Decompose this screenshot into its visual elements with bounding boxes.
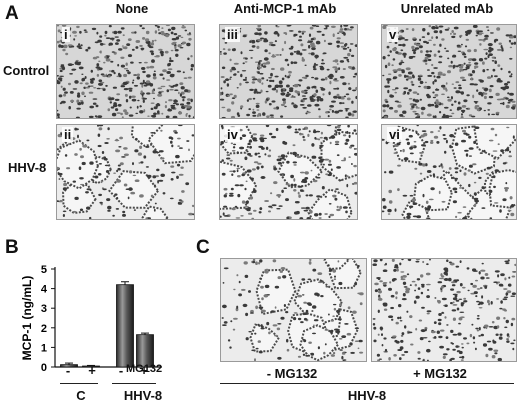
panel-c-letter: C [196,237,210,258]
panel-a-letter: A [5,3,19,24]
y-tick-label: 1 [41,342,47,354]
sign-c-plus: + [88,363,96,378]
sign-hhv8-plus: + [140,363,148,378]
group-underline-control [60,383,98,384]
subpanel-label-iv: iv [225,127,240,142]
treatment-label: MG132 [126,363,163,375]
column-header-anti-mcp1: Anti-MCP-1 mAb [233,1,337,16]
bar [116,284,134,368]
label-plus-mg132: + MG132 [413,366,467,381]
micrograph-v: v [381,24,517,119]
y-tick-label: 4 [41,284,48,296]
micrograph-iv: iv [219,124,358,220]
group-underline-hhv8 [112,383,156,384]
micrograph-vi: vi [381,124,517,220]
subpanel-label-ii: ii [62,127,74,142]
micrograph-iii: iii [219,24,358,119]
group-underline-panel-c [220,383,514,384]
y-tick-label: 0 [41,362,47,374]
row-header-hhv8: HHV-8 [8,160,47,175]
panel-b-letter: B [5,237,19,258]
micrograph-i: i [56,24,195,119]
column-header-unrelated: Unrelated mAb [400,1,494,16]
subpanel-label-iii: iii [225,27,240,42]
y-tick-label: 5 [41,264,47,276]
y-tick-label: 2 [41,323,47,335]
sign-c-minus: - [65,363,71,378]
sign-hhv8-minus: - [118,363,124,378]
mcp1-bar-chart: 0 1 2 3 4 5 MCP-1 (ng/mL) [20,264,162,374]
subpanel-label-vi: vi [387,127,402,142]
micrograph-minus-mg132 [220,258,367,362]
bar [60,364,78,368]
group-label-panel-c: HHV-8 [347,388,387,403]
y-tick-label: 3 [41,303,47,315]
group-label-hhv8: HHV-8 [123,388,163,403]
column-header-none: None [115,1,149,16]
subpanel-label-v: v [387,27,399,42]
y-axis-title: MCP-1 (ng/mL) [20,276,34,361]
group-label-control: C [76,388,86,403]
subpanel-label-i: i [62,27,70,42]
micrograph-ii: ii [56,124,195,220]
row-header-control: Control [3,63,50,78]
micrograph-plus-mg132 [371,258,517,362]
label-minus-mg132: - MG132 [266,366,318,381]
